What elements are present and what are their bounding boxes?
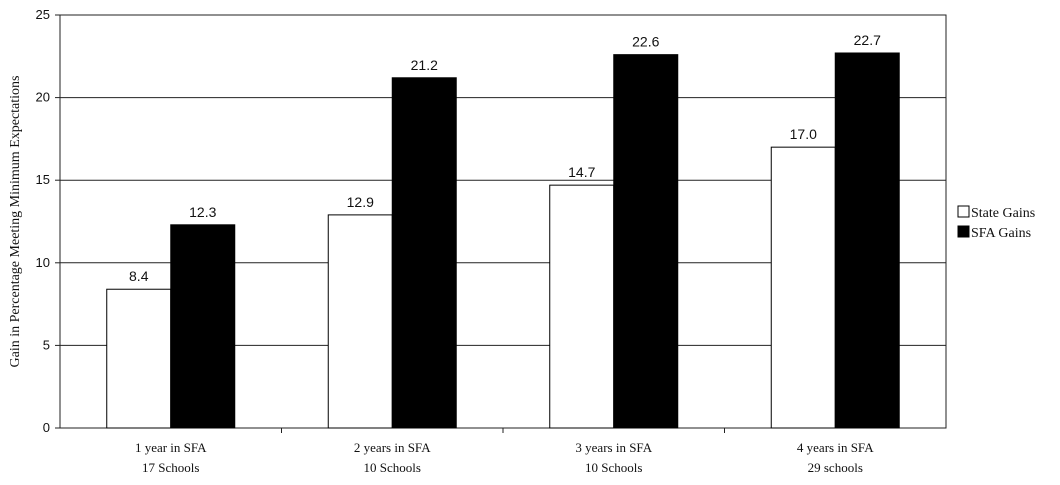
bar-state-gains (549, 184, 615, 429)
x-tick-label: 3 years in SFA (575, 440, 652, 455)
x-tick-label: 10 Schools (585, 460, 642, 475)
x-tick-label: 29 schools (808, 460, 863, 475)
data-label: 21.2 (411, 57, 438, 73)
legend-swatch (957, 205, 970, 218)
x-tick-label: 17 Schools (142, 460, 199, 475)
axes: 0 5 10 15 20 25 1 year in SFA 17 Schools 2 years… (36, 7, 875, 475)
x-tick-label: 10 Schools (364, 460, 421, 475)
legend: State Gains SFA Gains (957, 205, 1035, 241)
legend-label: State Gains (971, 206, 1035, 221)
data-label: 22.7 (854, 32, 881, 48)
legend-label: SFA Gains (971, 226, 1031, 241)
data-labels: 8.4 12.3 12.9 21.2 14.7 22.6 17.0 22.7 (129, 32, 881, 284)
y-tick-label: 25 (36, 7, 50, 22)
data-label: 12.3 (189, 204, 216, 220)
y-tick-label: 5 (43, 337, 50, 352)
data-label: 8.4 (129, 268, 149, 284)
legend-swatch (957, 225, 970, 238)
data-label: 14.7 (568, 164, 595, 180)
bar-sfa-gains (834, 52, 900, 429)
bar-state-gains (106, 288, 172, 429)
data-label: 17.0 (790, 126, 817, 142)
bar-state-gains (770, 146, 836, 429)
data-label: 12.9 (347, 194, 374, 210)
bars (106, 52, 900, 429)
y-tick-label: 15 (36, 172, 50, 187)
bar-sfa-gains (613, 54, 679, 429)
y-tick-label: 20 (36, 90, 50, 105)
data-label: 22.6 (632, 34, 659, 50)
bar-sfa-gains (170, 224, 236, 429)
x-tick-label: 2 years in SFA (354, 440, 431, 455)
y-axis-label: Gain in Percentage Meeting Minimum Expec… (8, 76, 23, 368)
x-tick-label: 1 year in SFA (135, 440, 207, 455)
x-tick-label: 4 years in SFA (797, 440, 874, 455)
y-tick-label: 0 (43, 420, 50, 435)
y-tick-label: 10 (36, 255, 50, 270)
y-axis-title: Gain in Percentage Meeting Minimum Expec… (8, 76, 23, 368)
bar-state-gains (327, 214, 393, 429)
bar-sfa-gains (391, 77, 457, 429)
